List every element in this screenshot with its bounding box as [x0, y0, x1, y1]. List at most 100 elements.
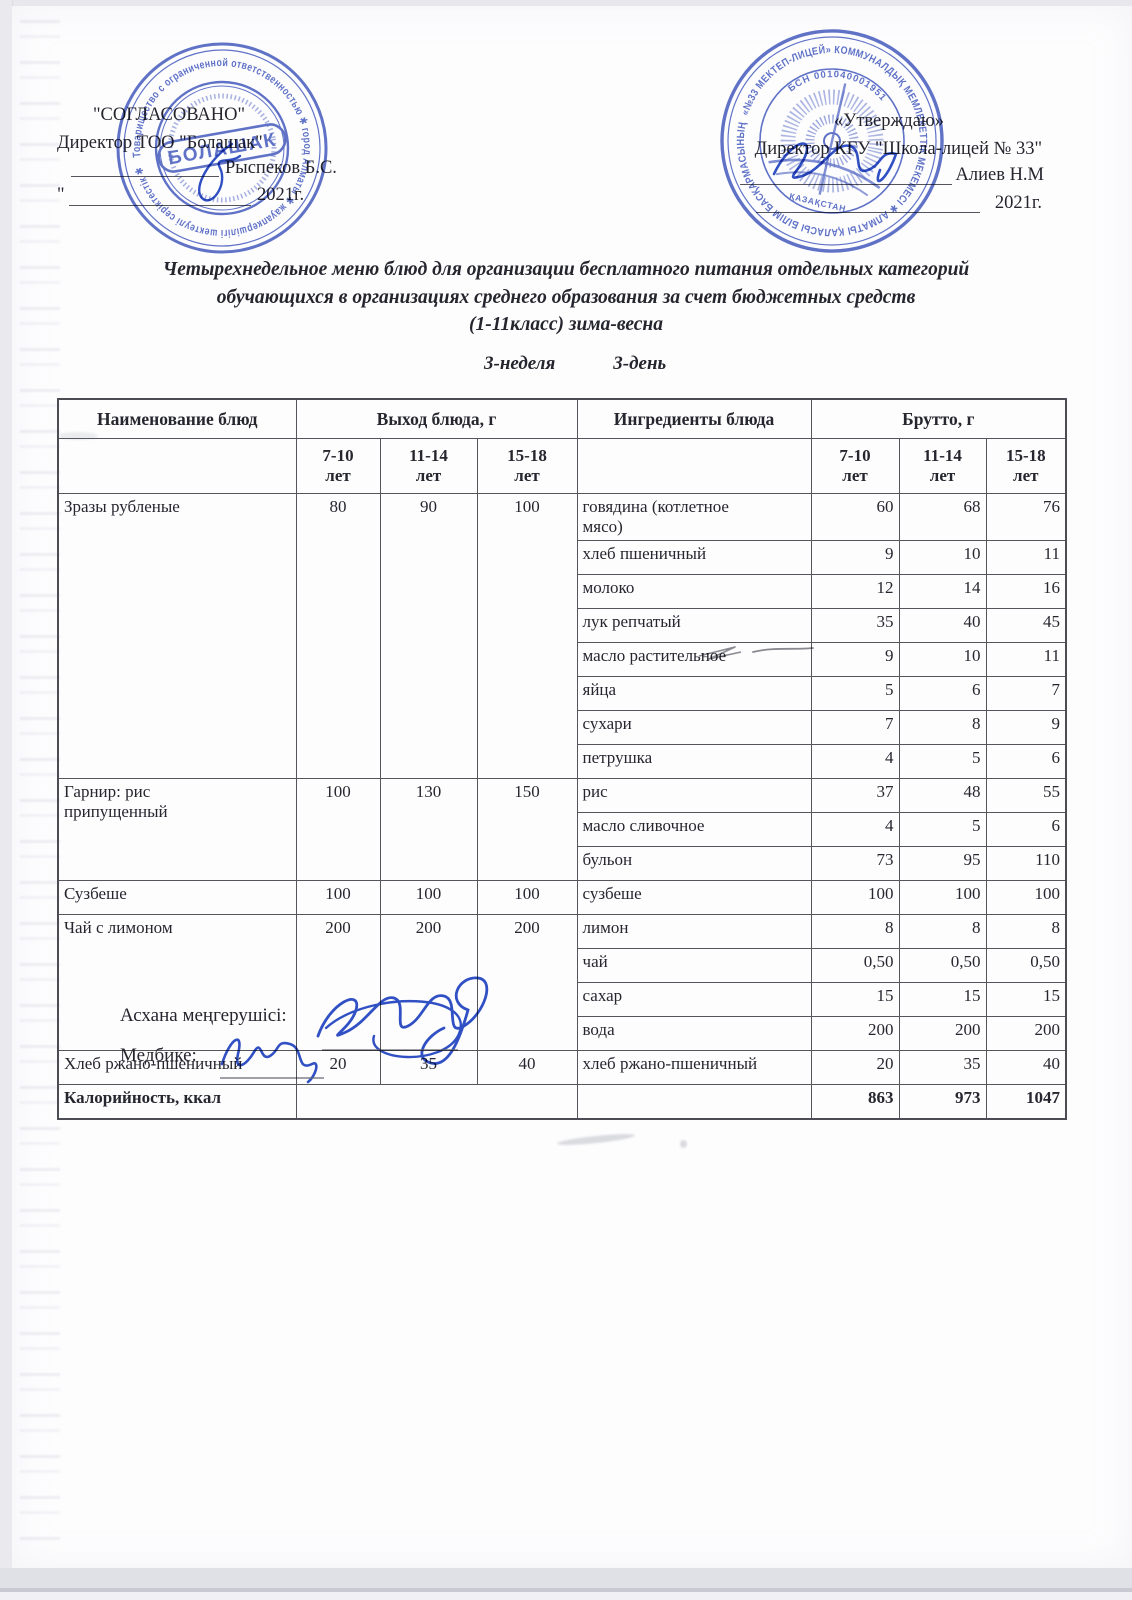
brutto-value-age-3: 7: [985, 676, 1067, 711]
document-title: Четырехнедельное меню блюд для организац…: [12, 256, 1120, 339]
header-row-1: Наименование блюд Выход блюда, г Ингреди…: [57, 398, 1067, 439]
approval-right-year: 2021г.: [994, 193, 1042, 213]
brutto-value-age-2: 68: [898, 493, 987, 541]
age-col-out-3: 15-18 лет: [476, 438, 578, 494]
age-unit: лет: [1013, 466, 1039, 485]
signature-ryspekov: [198, 142, 242, 202]
output-value-age-2: 130: [379, 778, 478, 881]
brutto-value-age-3: 110: [985, 846, 1067, 881]
table-row: сахар 15 15 15: [58, 982, 1067, 1017]
table-row: Хлеб ржано-пшеничный 20 35 40 хлеб ржано-пше…: [57, 1050, 1067, 1085]
approval-left-quote: ": [57, 185, 65, 205]
pencil-smudge: [556, 1131, 636, 1148]
brutto-value-age-2: 6: [898, 676, 987, 711]
age-col-brutto-2: 11-14 лет: [898, 438, 987, 494]
brutto-value-age-2: 8: [898, 710, 987, 745]
output-value-age-3: 150: [476, 778, 578, 881]
table-row: Гарнир: рис припущенный 100 130 150 рис 37 48 5…: [57, 778, 1067, 881]
empty-header-cell: [57, 438, 297, 494]
ingredient-name: лимон: [576, 914, 812, 949]
output-value-age-3: 40: [476, 1050, 578, 1085]
age-range: 7-10: [839, 446, 871, 465]
brutto-value-age-2: 10: [898, 642, 987, 677]
stamp-bolashak-graphic: Товарищество с ограниченной ответственно…: [116, 42, 328, 254]
stamp-bolashak: Товарищество с ограниченной ответственно…: [92, 18, 351, 277]
ingredient-name: сухари: [576, 710, 812, 745]
brutto-value-age-1: 0,50: [810, 948, 900, 983]
approval-right-status: «Утверждаю»: [834, 111, 944, 131]
age-unit: лет: [929, 466, 956, 485]
ingredient-name: молоко: [576, 574, 812, 609]
brutto-value-age-3: 76: [985, 493, 1067, 541]
brutto-value-age-1: 8: [810, 914, 900, 949]
brutto-value-age-3: 11: [985, 540, 1067, 575]
brutto-value-age-2: 10: [898, 540, 987, 575]
menu-table-header: Наименование блюд Выход блюда, г Ингреди…: [57, 398, 1067, 494]
ingredient-name: сахар: [576, 982, 812, 1017]
output-value-age-1: 100: [295, 880, 381, 915]
output-value-age-1: 100: [295, 778, 381, 881]
totals-row: Калорийность, ккал 863 973 1047: [57, 1084, 1067, 1120]
ghost-text-mark: [58, 432, 98, 440]
nurse-label: Медбике:: [120, 1045, 197, 1066]
calories-value-age-1: 863: [810, 1084, 900, 1120]
header-row-2: 7-10 лет 11-14 лет 15-18 лет 7-10 лет 11-14 л…: [57, 438, 1067, 494]
bleed-through-texture: [20, 20, 60, 1540]
brutto-value-age-3: 15: [985, 982, 1067, 1017]
brutto-value-age-1: 37: [810, 778, 900, 813]
pencil-dot: [680, 1140, 687, 1148]
age-range: 11-14: [923, 446, 962, 465]
brutto-value-age-3: 100: [985, 880, 1067, 915]
signature-nurse: [220, 1038, 324, 1084]
dish-name: Гарнир: рис припущенный: [57, 778, 297, 881]
brutto-value-age-3: 45: [985, 608, 1067, 643]
brutto-value-age-1: 100: [810, 880, 900, 915]
brutto-value-age-3: 40: [985, 1050, 1067, 1085]
table-row: сухари 7 8 9: [58, 710, 1067, 745]
brutto-value-age-3: 9: [985, 710, 1067, 745]
ingredient-name: вода: [576, 1016, 812, 1051]
brutto-value-age-1: 7: [810, 710, 900, 745]
document-page: "СОГЛАСОВАНО" Директор ТОО "Болашак" Рыс…: [12, 6, 1132, 1568]
output-value-age-2: 100: [379, 880, 478, 915]
table-row: чай 0,50 0,50 0,50: [58, 948, 1067, 983]
table-row: Сузбеше 100 100 100 сузбеше 100 100 100: [57, 880, 1067, 915]
brutto-value-age-2: 95: [898, 846, 987, 881]
brutto-value-age-1: 73: [810, 846, 900, 881]
table-row: масло растительное 9 10 11: [58, 642, 1067, 677]
brutto-value-age-2: 48: [898, 778, 987, 813]
brutto-value-age-1: 60: [810, 493, 900, 541]
brutto-value-age-3: 6: [985, 812, 1067, 847]
age-unit: лет: [415, 466, 442, 485]
ingredient-name: лук репчатый: [576, 608, 812, 643]
brutto-value-age-1: 9: [810, 642, 900, 677]
ingredient-name: чай: [576, 948, 812, 983]
signature-kitchen-manager: [316, 976, 489, 1065]
approval-left-year: 2021г.: [257, 185, 305, 205]
col-brutto: Брутто, г: [810, 398, 1067, 439]
table-row: вода 200 200 200: [58, 1016, 1067, 1051]
dish-name: Чай с лимоном: [57, 914, 297, 1051]
brutto-value-age-1: 4: [810, 744, 900, 779]
ingredient-name: масло сливочное: [576, 812, 812, 847]
calories-value-age-3: 1047: [985, 1084, 1067, 1120]
brutto-value-age-1: 20: [810, 1050, 900, 1085]
brutto-value-age-1: 35: [810, 608, 900, 643]
empty-header-cell: [576, 438, 812, 494]
output-value-age-3: 100: [476, 880, 578, 915]
menu-table-body: Зразы рубленые 80 90 100 говядина (котлетное…: [57, 493, 1067, 1120]
brutto-value-age-1: 9: [810, 540, 900, 575]
approval-right-role: Директор КГУ "Школа-лицей № 33": [754, 139, 1042, 159]
ingredient-name: яйца: [576, 676, 812, 711]
age-unit: лет: [842, 466, 868, 485]
stamp-school-lyceum: «№33 МЕКТЕП-ЛИЦЕЙ» КОММУНАЛДЫҚ МЕМЛЕКЕТТ…: [692, 1, 973, 282]
brutto-value-age-2: 8: [898, 914, 987, 949]
table-row: Чай с лимоном 200 200 200 лимон 8 8 8: [57, 914, 1067, 1051]
title-line-3: (1-11класс) зима-весна: [468, 314, 664, 335]
brutto-value-age-3: 200: [985, 1016, 1067, 1051]
age-col-brutto-3: 15-18 лет: [985, 438, 1067, 494]
output-value-age-3: 200: [476, 914, 578, 1051]
age-range: 15-18: [1005, 446, 1046, 465]
table-row: хлеб пшеничный 9 10 11: [58, 540, 1067, 575]
age-col-out-1: 7-10 лет: [295, 438, 381, 494]
